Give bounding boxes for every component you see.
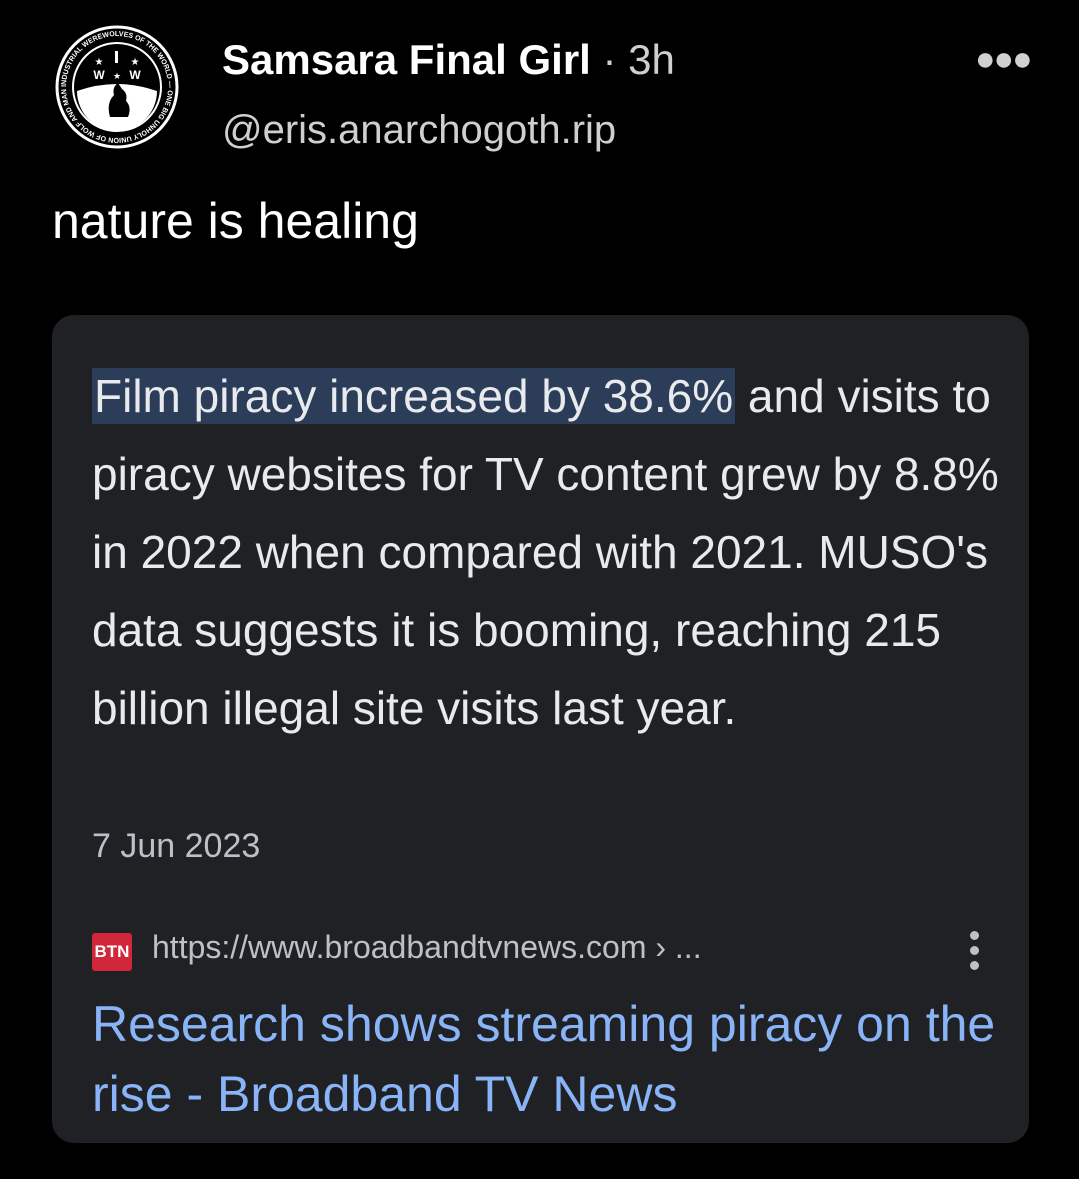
more-vertical-icon[interactable]	[964, 931, 984, 977]
snippet-text: Film piracy increased by 38.6% and visit…	[92, 357, 1002, 747]
author-handle[interactable]: @eris.anarchogoth.rip	[222, 108, 617, 152]
snippet-date: 7 Jun 2023	[92, 827, 261, 865]
svg-text:★: ★	[131, 57, 140, 68]
post-text: nature is healing	[52, 193, 419, 249]
svg-text:W: W	[93, 68, 105, 82]
werewolves-logo-icon: INDUSTRIAL WEREWOLVES OF THE WORLD — ONE…	[55, 25, 179, 149]
snippet-rest: and visits to piracy websites for TV con…	[92, 370, 999, 734]
svg-text:★: ★	[113, 71, 121, 81]
more-options-icon[interactable]: ●●●	[975, 40, 1033, 78]
svg-text:W: W	[129, 68, 141, 82]
author-name[interactable]: Samsara Final Girl · 3h	[222, 36, 675, 84]
result-title-link[interactable]: Research shows streaming piracy on the r…	[92, 996, 996, 1122]
svg-text:★: ★	[95, 57, 104, 68]
result-url[interactable]: https://www.broadbandtvnews.com › ...	[152, 929, 702, 965]
search-result-card[interactable]: Film piracy increased by 38.6% and visit…	[52, 315, 1029, 1143]
post-time: 3h	[628, 36, 675, 83]
separator: ·	[590, 36, 629, 83]
avatar[interactable]: INDUSTRIAL WEREWOLVES OF THE WORLD — ONE…	[55, 25, 179, 149]
highlighted-text: Film piracy increased by 38.6%	[92, 368, 736, 424]
author-name-text[interactable]: Samsara Final Girl	[222, 36, 591, 83]
site-favicon-icon: BTN	[92, 933, 132, 971]
